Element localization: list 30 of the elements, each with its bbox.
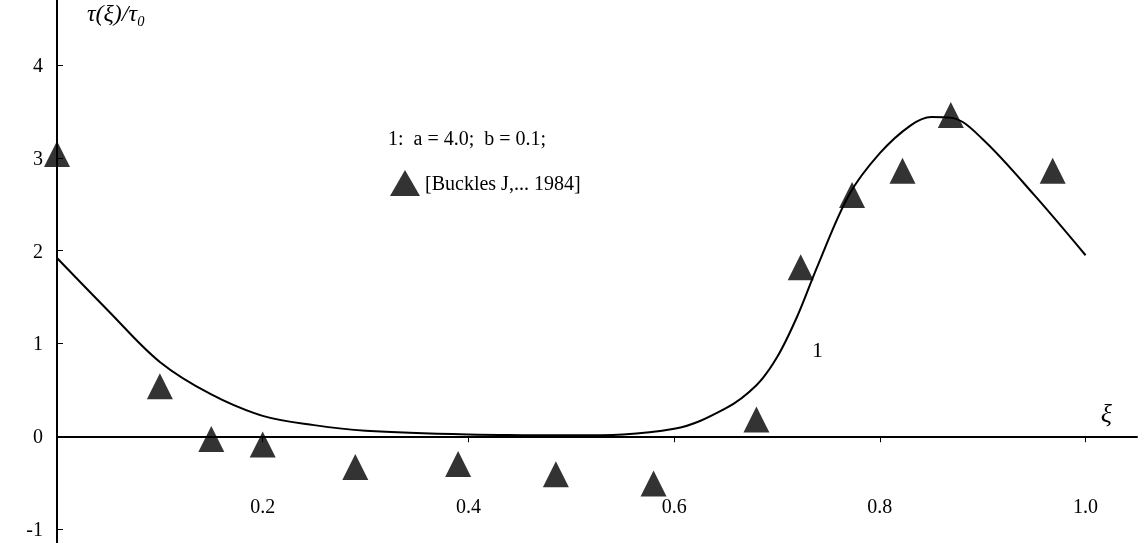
point — [640, 470, 667, 497]
annotation: 1 — [812, 336, 823, 362]
point — [146, 373, 173, 400]
point — [839, 181, 866, 208]
annotation: 1: a = 4.0; b = 0.1; — [388, 127, 547, 149]
legend-label: [Buckles J,... 1984] — [425, 172, 581, 194]
point — [743, 406, 770, 433]
point — [1039, 157, 1066, 184]
x-axis-title: ξ — [1100, 398, 1113, 428]
x-tick-label: 0.6 — [661, 495, 687, 518]
point — [249, 431, 276, 458]
point — [44, 141, 70, 168]
point — [787, 254, 814, 281]
point — [198, 426, 225, 453]
y-tick-label: 0 — [33, 425, 43, 448]
point — [342, 453, 369, 480]
y-axis-title: τ(ξ)/τ₀ — [87, 0, 146, 26]
point — [937, 102, 964, 129]
x-tick-label: 0.2 — [250, 495, 276, 518]
point — [445, 451, 472, 478]
point — [889, 157, 916, 184]
x-tick-label: 0.4 — [455, 495, 481, 518]
x-tick-label: 1.0 — [1073, 495, 1099, 518]
x-tick-label: 0.8 — [867, 495, 893, 518]
y-tick-label: 2 — [33, 239, 43, 262]
y-tick-label: 4 — [33, 53, 43, 76]
y-tick-label: 1 — [33, 332, 43, 355]
y-tick-label: 3 — [33, 146, 43, 169]
point — [542, 461, 569, 488]
y-tick-label: -1 — [26, 518, 43, 541]
